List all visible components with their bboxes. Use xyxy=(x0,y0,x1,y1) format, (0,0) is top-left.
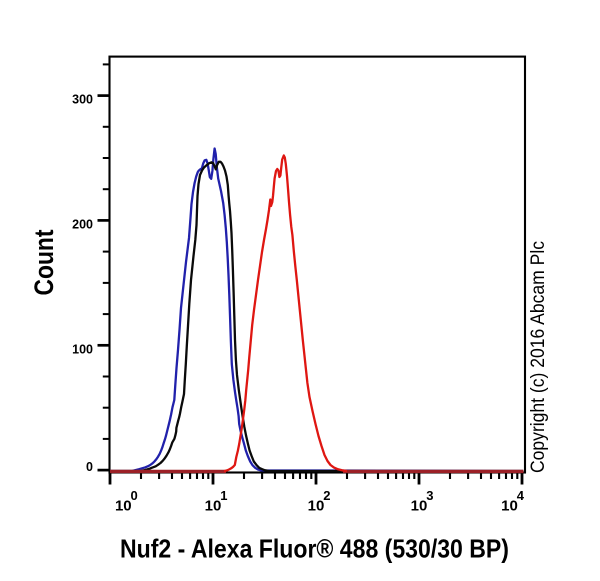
svg-text:Nuf2 - Alexa Fluor® 488 (530/3: Nuf2 - Alexa Fluor® 488 (530/30 BP) xyxy=(120,534,509,564)
svg-text:0: 0 xyxy=(86,460,93,474)
svg-text:Copyright (c) 2016 Abcam Plc: Copyright (c) 2016 Abcam Plc xyxy=(528,241,549,473)
svg-text:10: 10 xyxy=(115,498,132,515)
svg-text:2: 2 xyxy=(323,488,330,503)
svg-text:4: 4 xyxy=(517,488,525,503)
svg-text:100: 100 xyxy=(72,342,93,356)
svg-text:10: 10 xyxy=(308,498,325,515)
svg-text:3: 3 xyxy=(426,488,433,503)
svg-text:0: 0 xyxy=(131,488,138,503)
svg-text:10: 10 xyxy=(501,498,518,515)
svg-text:300: 300 xyxy=(72,93,93,107)
svg-text:1: 1 xyxy=(220,488,227,503)
svg-text:200: 200 xyxy=(72,217,93,231)
svg-text:Count: Count xyxy=(29,229,59,295)
svg-text:10: 10 xyxy=(205,498,222,515)
svg-text:10: 10 xyxy=(411,498,428,515)
